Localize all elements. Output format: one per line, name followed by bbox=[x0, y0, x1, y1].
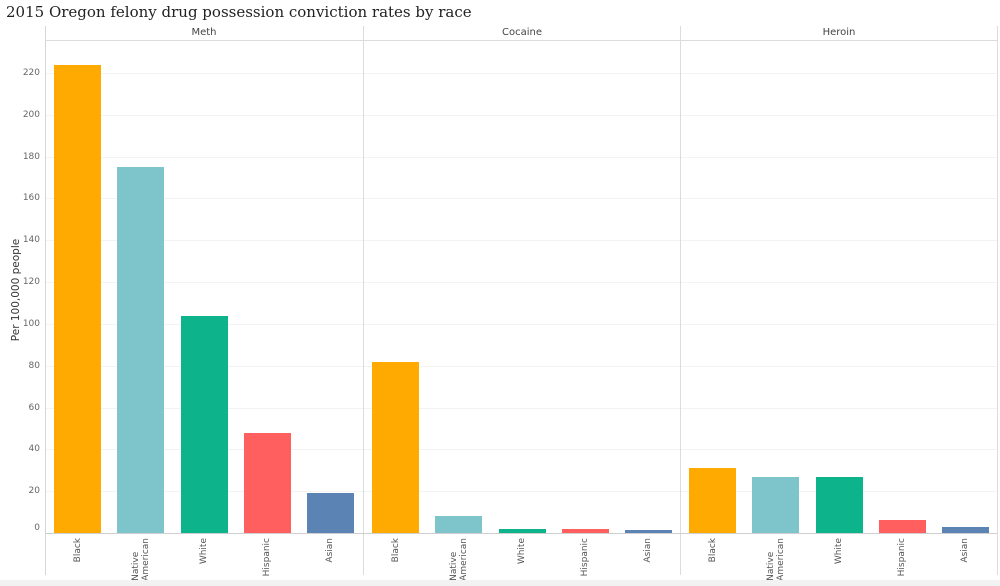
x-tick-label: Asian bbox=[325, 538, 335, 563]
y-tick-label: 100 bbox=[22, 318, 40, 329]
bar-heroin-hispanic[interactable] bbox=[879, 520, 926, 533]
y-tick-label: 40 bbox=[28, 444, 40, 455]
x-tick-label: Black bbox=[708, 538, 718, 563]
x-tick-label: Hispanic bbox=[262, 538, 272, 577]
x-tick-label: Native American bbox=[449, 538, 469, 581]
gridline bbox=[46, 366, 997, 367]
panel-header-cocaine: Cocaine bbox=[502, 27, 542, 38]
x-tick-label: Black bbox=[73, 538, 83, 563]
bar-cocaine-black[interactable] bbox=[372, 362, 419, 533]
y-tick-label: 140 bbox=[22, 235, 40, 246]
panel-divider bbox=[997, 26, 998, 575]
x-tick-label: White bbox=[834, 538, 844, 565]
bar-meth-native-american[interactable] bbox=[117, 167, 164, 533]
gridline bbox=[46, 449, 997, 450]
panel-divider bbox=[680, 26, 681, 575]
bar-meth-asian[interactable] bbox=[307, 493, 354, 533]
bar-cocaine-hispanic[interactable] bbox=[562, 529, 609, 533]
y-tick-label: 220 bbox=[22, 67, 40, 78]
panel-header-heroin: Heroin bbox=[822, 27, 856, 38]
y-tick-label: 120 bbox=[22, 277, 40, 288]
gridline bbox=[46, 324, 997, 325]
x-tick-label: White bbox=[199, 538, 209, 565]
chart-title: 2015 Oregon felony drug possession convi… bbox=[6, 3, 472, 21]
x-tick-label: White bbox=[517, 538, 527, 565]
gridline bbox=[46, 157, 997, 158]
x-tick-label: Hispanic bbox=[897, 538, 907, 577]
gridline bbox=[46, 73, 997, 74]
gridline bbox=[46, 408, 997, 409]
bar-cocaine-white[interactable] bbox=[499, 529, 546, 533]
x-tick-label: Native American bbox=[766, 538, 786, 581]
y-tick-label: 0 bbox=[34, 523, 40, 533]
x-tick-label: Asian bbox=[960, 538, 970, 563]
x-tick-label: Hispanic bbox=[580, 538, 590, 577]
y-tick-label: 80 bbox=[28, 360, 40, 371]
bar-heroin-white[interactable] bbox=[816, 477, 863, 533]
bar-meth-hispanic[interactable] bbox=[244, 433, 291, 533]
gridline bbox=[46, 240, 997, 241]
footer-strip bbox=[0, 580, 1000, 586]
bar-meth-black[interactable] bbox=[54, 65, 101, 533]
y-axis-line bbox=[45, 26, 46, 575]
x-tick-label: Native American bbox=[131, 538, 151, 581]
gridline bbox=[46, 282, 997, 283]
bar-heroin-asian[interactable] bbox=[942, 527, 989, 533]
x-tick-label: Asian bbox=[643, 538, 653, 563]
panel-header-meth: Meth bbox=[191, 27, 217, 38]
gridline bbox=[46, 491, 997, 492]
bar-heroin-native-american[interactable] bbox=[752, 477, 799, 533]
y-tick-label: 200 bbox=[22, 109, 40, 120]
header-divider bbox=[45, 40, 997, 41]
gridline bbox=[46, 198, 997, 199]
bar-meth-white[interactable] bbox=[181, 316, 228, 533]
gridline bbox=[46, 115, 997, 116]
bar-heroin-black[interactable] bbox=[689, 468, 736, 533]
x-axis-baseline bbox=[46, 533, 997, 534]
bar-cocaine-native-american[interactable] bbox=[435, 516, 482, 533]
x-tick-label: Black bbox=[391, 538, 401, 563]
bar-cocaine-asian[interactable] bbox=[625, 530, 672, 533]
y-tick-label: 60 bbox=[28, 402, 40, 413]
panel-divider bbox=[363, 26, 364, 575]
y-tick-label: 160 bbox=[22, 193, 40, 204]
y-tick-label: 20 bbox=[28, 486, 40, 497]
y-tick-label: 180 bbox=[22, 151, 40, 162]
